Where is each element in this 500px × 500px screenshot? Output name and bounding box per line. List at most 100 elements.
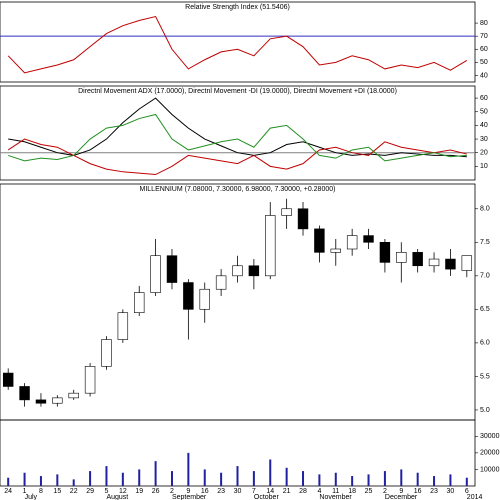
volume-bar bbox=[285, 467, 288, 486]
volume-bar bbox=[89, 471, 92, 486]
volume-bar bbox=[367, 474, 370, 486]
candle-body bbox=[166, 255, 178, 283]
x-tick-label: 9 bbox=[186, 488, 190, 495]
y-tick-label: 7.0 bbox=[480, 273, 490, 280]
x-tick-label: 4 bbox=[317, 488, 321, 495]
volume-bar bbox=[252, 471, 255, 486]
volume-bar bbox=[138, 469, 141, 486]
volume-bar bbox=[400, 469, 403, 486]
candle-body bbox=[314, 228, 325, 253]
x-tick-label: 24 bbox=[4, 488, 12, 495]
panel-title: Directnl Movement ADX (17.0000), Directn… bbox=[78, 88, 397, 95]
x-tick-label: 28 bbox=[299, 488, 307, 495]
x-tick-label: 23 bbox=[430, 488, 438, 495]
volume-bar bbox=[383, 471, 386, 486]
y-tick-label: 20 bbox=[480, 150, 488, 157]
candle-body bbox=[84, 366, 96, 394]
candle-body bbox=[199, 288, 210, 310]
x-period-label: July bbox=[25, 494, 38, 500]
x-tick-label: 29 bbox=[86, 488, 94, 495]
y-tick-label: 5.0 bbox=[480, 407, 490, 414]
volume-bar bbox=[236, 466, 239, 486]
x-tick-label: 19 bbox=[135, 488, 143, 495]
candle-body bbox=[346, 235, 358, 250]
y-tick-label: 50 bbox=[480, 59, 488, 66]
candle-body bbox=[215, 275, 227, 290]
y-tick-label: 5.5 bbox=[480, 373, 490, 380]
volume-bar bbox=[56, 474, 59, 486]
volume-bar bbox=[433, 476, 436, 486]
x-tick-label: 25 bbox=[365, 488, 373, 495]
panel-frame bbox=[0, 85, 476, 181]
x-period-label: November bbox=[319, 494, 352, 500]
x-tick-label: 21 bbox=[283, 488, 291, 495]
x-tick-label: 5 bbox=[105, 488, 109, 495]
candle-body bbox=[297, 208, 309, 230]
x-tick-label: 23 bbox=[217, 488, 225, 495]
x-tick-label: 16 bbox=[201, 488, 209, 495]
candle-body bbox=[134, 292, 145, 314]
x-tick-label: 2 bbox=[383, 488, 387, 495]
candle-body bbox=[150, 255, 161, 293]
candle-body bbox=[52, 397, 63, 404]
x-tick-label: 30 bbox=[234, 488, 242, 495]
volume-bar bbox=[449, 474, 452, 486]
volume-bar bbox=[416, 472, 419, 486]
x-tick-label: 11 bbox=[332, 488, 339, 495]
candle-body bbox=[281, 208, 292, 216]
volume-bar bbox=[187, 452, 190, 486]
series-line bbox=[7, 138, 467, 176]
panel-frame bbox=[0, 1, 476, 83]
panel-title: Relative Strength Index (51.5406) bbox=[185, 4, 290, 11]
x-tick-label: 14 bbox=[266, 488, 274, 495]
x-tick-label: 16 bbox=[414, 488, 422, 495]
y-tick-label: 20000 bbox=[480, 450, 500, 457]
y-tick-label: 50 bbox=[480, 109, 488, 116]
candle-body bbox=[412, 252, 423, 267]
volume-bar bbox=[302, 471, 305, 486]
x-tick-label: 18 bbox=[348, 488, 356, 495]
volume-bar bbox=[203, 469, 206, 486]
candle-body bbox=[35, 399, 47, 404]
y-tick-label: 7.5 bbox=[480, 239, 490, 246]
candle-body bbox=[445, 258, 456, 270]
volume-bar bbox=[7, 477, 10, 486]
x-tick-label: 22 bbox=[70, 488, 78, 495]
volume-bar bbox=[269, 459, 272, 486]
series-line bbox=[8, 113, 467, 162]
candle-body bbox=[68, 392, 79, 399]
x-tick-label: 26 bbox=[152, 488, 160, 495]
x-period-label: 2014 bbox=[467, 494, 483, 500]
candle-body bbox=[363, 235, 374, 243]
candle-body bbox=[101, 339, 112, 367]
candle-body bbox=[396, 252, 407, 263]
y-tick-label: 60 bbox=[480, 95, 488, 102]
y-tick-label: 6.0 bbox=[480, 340, 490, 347]
candle-body bbox=[248, 265, 260, 277]
y-tick-label: 30000 bbox=[480, 433, 500, 440]
candle-body bbox=[330, 248, 341, 253]
y-tick-label: 10 bbox=[480, 163, 488, 170]
candle-body bbox=[232, 265, 243, 277]
y-tick-label: 30 bbox=[480, 136, 488, 143]
volume-bar bbox=[39, 476, 42, 486]
x-tick-label: 7 bbox=[252, 488, 256, 495]
y-tick-label: 8.0 bbox=[480, 206, 490, 213]
candle-body bbox=[428, 258, 440, 267]
volume-bar bbox=[154, 461, 157, 486]
y-tick-label: 60 bbox=[480, 46, 488, 53]
y-tick-label: 6.5 bbox=[480, 306, 490, 313]
candle-body bbox=[117, 312, 129, 340]
volume-bar bbox=[334, 472, 337, 486]
volume-bar bbox=[23, 472, 26, 486]
x-tick-label: 12 bbox=[119, 488, 127, 495]
y-tick-label: 80 bbox=[480, 20, 488, 27]
x-tick-label: 2 bbox=[170, 488, 174, 495]
x-tick-label: 30 bbox=[447, 488, 455, 495]
candle-body bbox=[461, 255, 473, 271]
volume-bar bbox=[105, 466, 108, 486]
x-period-label: October bbox=[254, 494, 280, 500]
volume-bar bbox=[351, 476, 354, 486]
